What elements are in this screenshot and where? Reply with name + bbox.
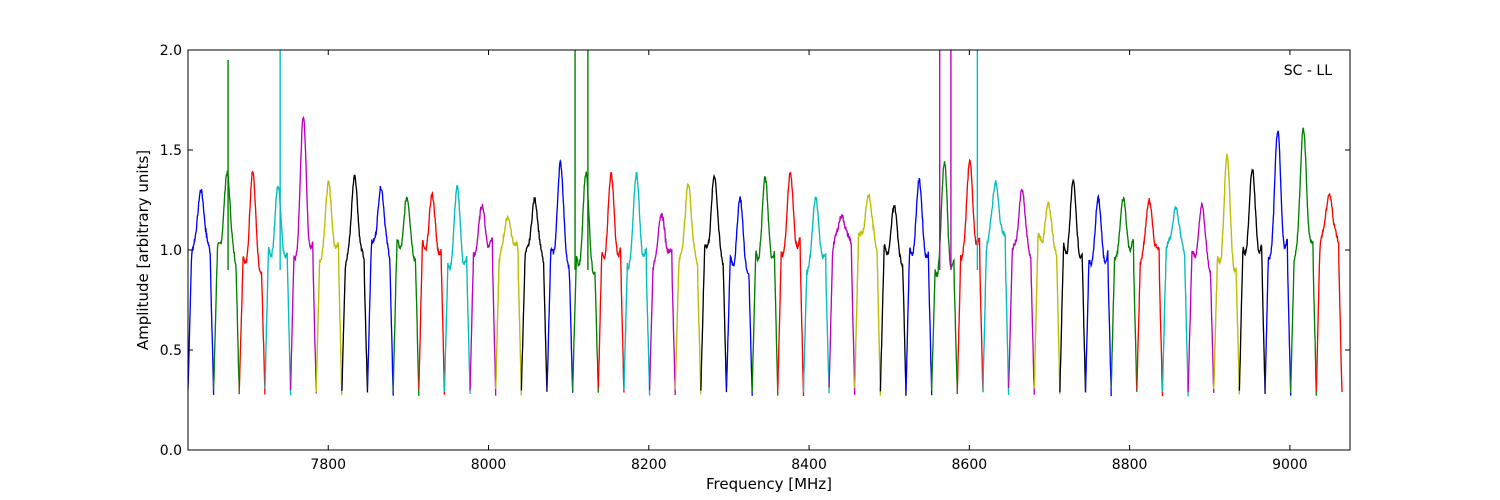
band-trace [982,180,1010,395]
x-tick-label: 8600 [952,457,988,473]
band-trace [1059,178,1087,393]
band-trace [392,196,420,396]
band-trace [546,158,574,393]
y-tick-label: 0.5 [160,343,182,359]
x-tick-label: 8000 [471,457,507,473]
band-trace [1315,192,1343,393]
band-trace [212,170,240,395]
band-trace [1033,201,1061,395]
band-trace [879,205,907,396]
band-trace [495,214,523,396]
band-trace [188,189,215,395]
band-trace [289,116,317,394]
band-trace [905,177,933,396]
band-trace [648,212,676,396]
band-trace [956,158,984,392]
band-trace [1290,127,1317,396]
band-trace [931,161,958,395]
band-trace [623,171,651,396]
band-trace [520,197,548,392]
band-trace [725,196,753,396]
series-traces [188,50,1343,397]
y-tick-label: 0.0 [160,443,182,459]
x-tick-label: 8800 [1112,457,1148,473]
band-trace [1238,168,1266,394]
y-tick-label: 1.5 [160,143,182,159]
x-tick-label: 7800 [310,457,346,473]
band-trace [1084,193,1112,397]
band-trace [674,183,702,395]
y-tick-label: 2.0 [160,43,182,59]
x-tick-label: 8400 [791,457,827,473]
band-trace [828,214,856,395]
band-trace [443,184,471,395]
band-trace [700,173,728,393]
band-trace [1136,198,1164,397]
band-trace [1161,206,1189,397]
band-trace [366,185,394,396]
band-trace [341,174,369,393]
band-trace [1213,153,1241,395]
band-trace [572,171,599,393]
band-trace [854,193,882,396]
y-axis-label: Amplitude [arbitrary units] [134,150,152,350]
band-trace [1264,130,1292,396]
band-trace [418,191,446,395]
axis-ticks: 7800 8000 8200 8400 8600 8800 9000 0.0 0.5 1.0 1.5… [160,43,1350,473]
band-trace [1187,201,1215,393]
y-tick-label: 1.0 [160,243,182,259]
x-axis-label: Frequency [MHz] [706,475,832,493]
band-trace [802,196,830,394]
band-trace [238,170,266,395]
plot-annotation: SC - LL [1284,63,1332,79]
band-trace [264,185,292,396]
band-trace [777,172,805,397]
x-tick-label: 8200 [631,457,667,473]
x-tick-label: 9000 [1272,457,1308,473]
band-trace [1007,188,1035,395]
band-trace [1110,196,1138,392]
band-trace [469,203,497,396]
band-trace [751,175,779,396]
band-trace [315,180,343,395]
band-trace [597,171,625,393]
